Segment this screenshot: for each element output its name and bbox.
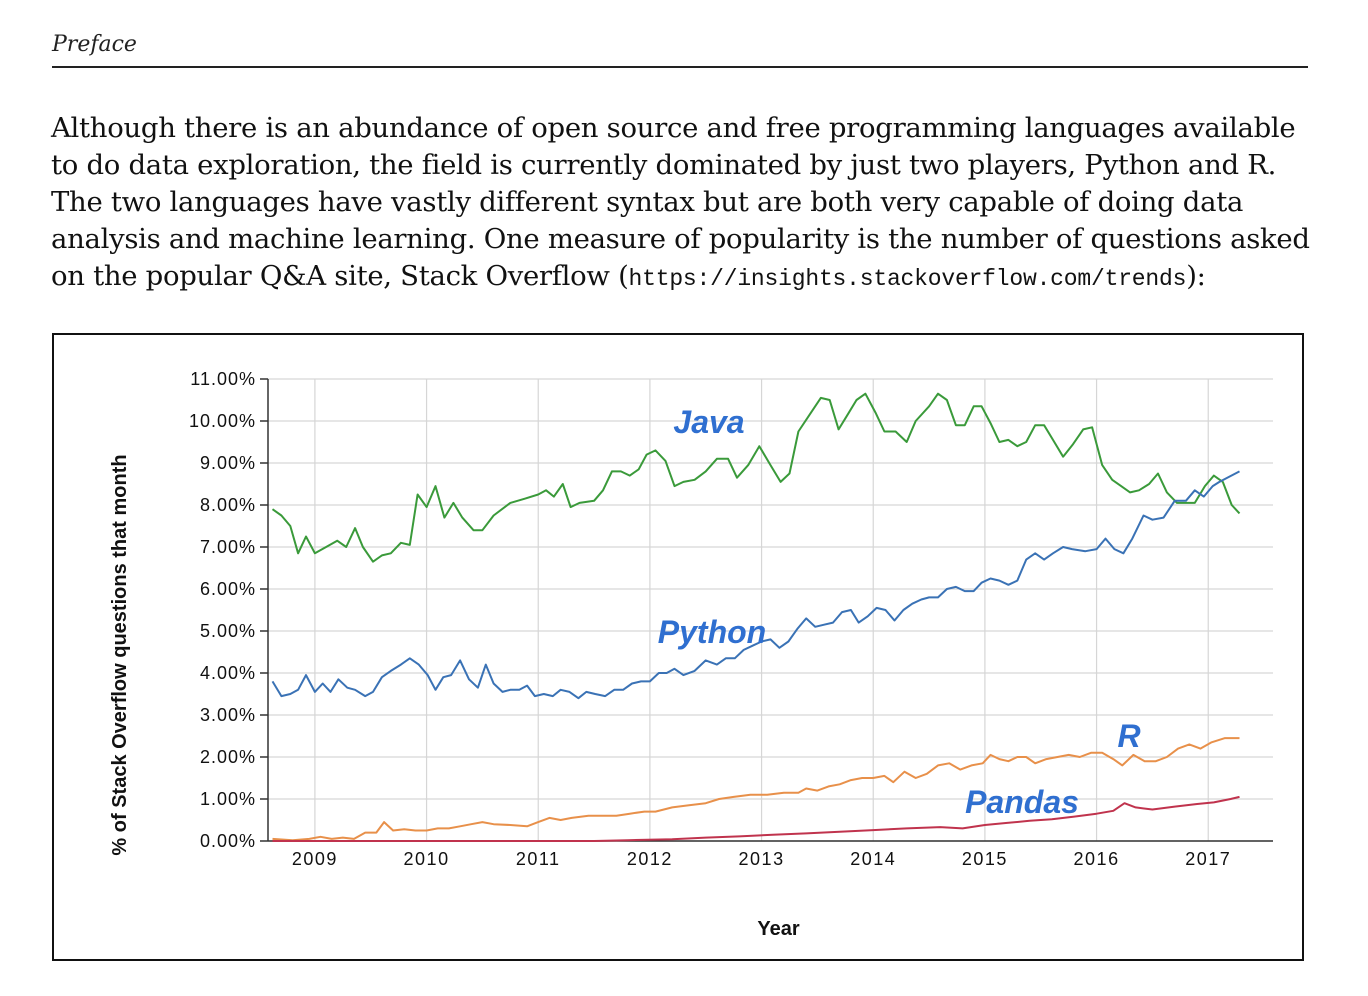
chart-labels: Year % of Stack Overflow questions that m… (109, 404, 1141, 940)
y-tick-label: 8.00% (200, 495, 256, 515)
chart-figure: 0.00% 1.00% 2.00% 3.00% 4.00% 5.00% 6.00% 7.00%… (52, 333, 1304, 961)
y-tick-label: 11.00% (190, 369, 256, 389)
y-tick-label: 9.00% (200, 453, 256, 473)
y-tick-label: 0.00% (200, 831, 256, 851)
series-line-pandas (272, 795, 1240, 842)
line-chart: 0.00% 1.00% 2.00% 3.00% 4.00% 5.00% 6.00% 7.00%… (109, 369, 1273, 940)
page-header: Preface (52, 28, 1308, 68)
x-tick-label: 2011 (516, 849, 561, 869)
x-tick-label: 2017 (1185, 849, 1231, 869)
series-line-java (271, 392, 1241, 563)
grid-lines (268, 378, 1273, 842)
y-tick-label: 10.00% (189, 411, 256, 431)
series-label-pandas: Pandas (965, 784, 1079, 820)
y-tick-label: 5.00% (200, 621, 256, 641)
trends-url[interactable]: https://insights.stackoverflow.com/trend… (628, 266, 1187, 292)
x-axis-label: Year (757, 918, 799, 940)
y-tick-label: 4.00% (200, 663, 256, 683)
x-tick-label: 2010 (404, 849, 450, 869)
axes: 0.00% 1.00% 2.00% 3.00% 4.00% 5.00% 6.00% 7.00%… (189, 369, 1273, 869)
y-tick-label: 6.00% (200, 579, 256, 599)
series-label-java: Java (673, 404, 744, 440)
x-tick-label: 2014 (850, 849, 896, 869)
x-tick-label: 2013 (739, 849, 785, 869)
x-tick-label: 2016 (1074, 849, 1120, 869)
paragraph-text-end: ): (1186, 260, 1206, 292)
series-lines (271, 392, 1241, 842)
x-tick-label: 2009 (292, 849, 338, 869)
x-tick-label: 2012 (627, 849, 673, 869)
series-line-r (272, 737, 1240, 842)
y-tick-label: 7.00% (200, 537, 256, 557)
series-line-python (271, 470, 1240, 700)
y-tick-label: 3.00% (200, 705, 256, 725)
series-label-r: R (1117, 718, 1140, 754)
body-paragraph: Although there is an abundance of open s… (51, 110, 1321, 298)
header-title: Preface (52, 32, 137, 57)
y-tick-label: 2.00% (200, 747, 256, 767)
x-tick-label: 2015 (962, 849, 1008, 869)
y-tick-label: 1.00% (200, 789, 256, 809)
series-label-python: Python (658, 614, 766, 650)
y-axis-label: % of Stack Overflow questions that month (109, 454, 131, 855)
paragraph-text: Although there is an abundance of open s… (51, 112, 1310, 292)
